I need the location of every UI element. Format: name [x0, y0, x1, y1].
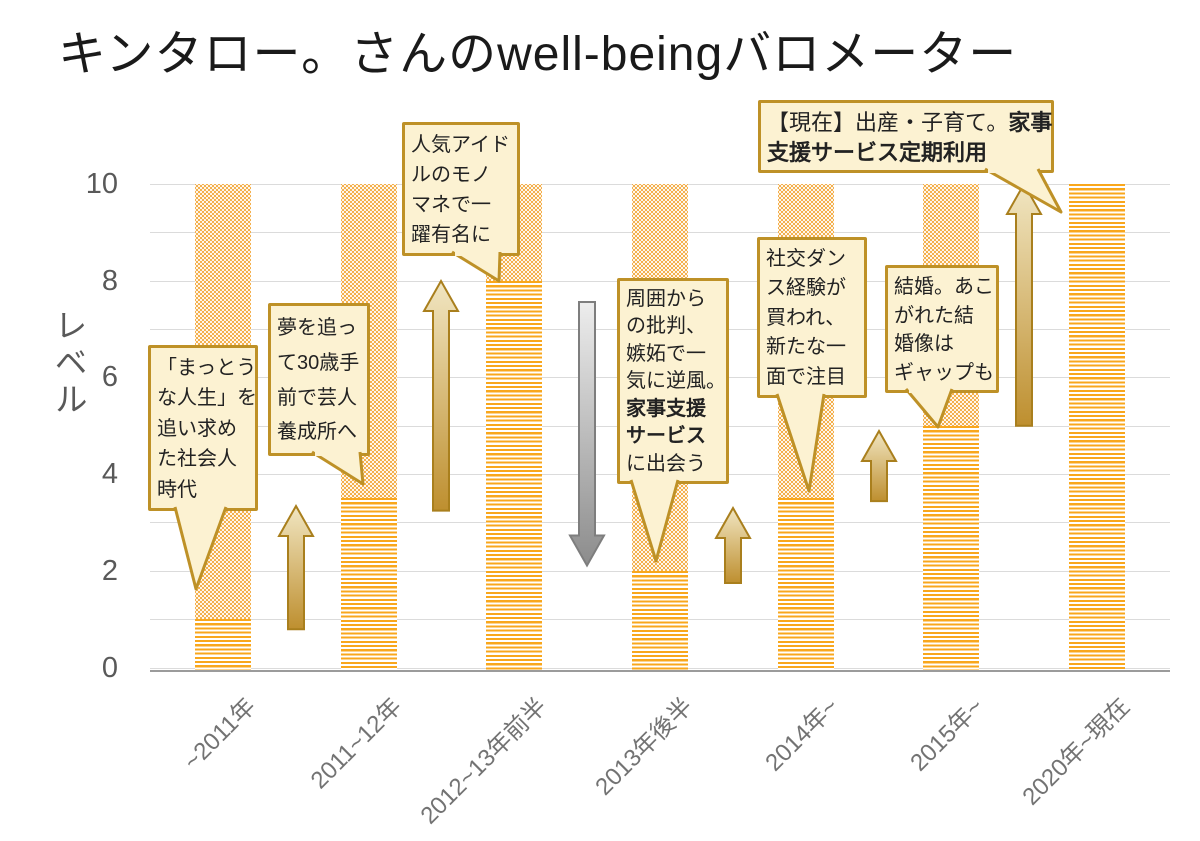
callout-text-line: ルのモノ — [411, 164, 491, 186]
callout-text-line: て30歳手 — [277, 351, 360, 374]
bar-value-striped — [340, 498, 397, 670]
y-tick-label: 8 — [101, 264, 118, 297]
x-category-label: ~2011年 — [178, 692, 261, 776]
callout-text-line: ス経験が — [766, 277, 846, 300]
bar-value-striped — [777, 498, 834, 670]
callout-text-line: 嫉妬で一 — [626, 342, 706, 365]
callout-shakou-dance: 社交ダンス経験が買われ、新たな一面で注目 — [757, 237, 867, 398]
y-tick-label: 2 — [101, 554, 118, 587]
bar-value-striped — [632, 570, 688, 670]
callout-text-line: 前で芸人 — [277, 386, 357, 409]
callout-text-line: 周囲から — [626, 288, 706, 310]
bar-value-striped — [1069, 184, 1126, 670]
bar-value-striped — [486, 280, 543, 670]
callout-monomane-breakout: 人気アイドルのモノマネで一躍有名に — [402, 122, 520, 256]
up-trend-arrow-icon — [859, 428, 898, 502]
down-trend-arrow-icon — [568, 301, 606, 568]
callout-text-line: サービス — [626, 425, 706, 448]
up-trend-arrow-icon — [1005, 181, 1043, 427]
callout-text-line: 家事支援 — [626, 397, 706, 420]
callout-text-line: 買われ、 — [766, 306, 846, 329]
callout-text-line: 人気アイド — [411, 134, 510, 156]
callout-text-line: 面で注目 — [766, 365, 846, 388]
callout-text-line: 夢を追っ — [277, 317, 357, 339]
callout-text-line: な人生」を — [157, 387, 257, 410]
callout-text-line: た社会人 — [157, 448, 237, 471]
y-tick-label: 4 — [101, 458, 118, 491]
y-tick-label: 6 — [101, 361, 118, 394]
callout-text-line: 支援サービス定期利用 — [767, 139, 988, 165]
callout-text-line: 躍有名に — [411, 224, 491, 246]
callout-text-line: がれた結 — [894, 304, 974, 327]
callout-geinin-yoseijo: 夢を追って30歳手前で芸人養成所へ — [268, 303, 370, 456]
bar-value-striped — [923, 425, 980, 670]
callout-genzai: 【現在】出産・子育て。家事 支援サービス定期利用 — [758, 100, 1054, 173]
callout-text-line: 気に逆風。 — [626, 370, 726, 393]
up-trend-arrow-icon — [422, 278, 461, 512]
callout-text-line: 「まっとう — [157, 357, 257, 379]
callout-text-line: 養成所へ — [277, 421, 357, 444]
callout-text-line: 社交ダン — [766, 248, 846, 270]
y-axis-title: レベル — [50, 308, 87, 419]
callout-text-line: 婚像は — [894, 333, 954, 355]
callout-text-line: の批判、 — [626, 315, 706, 338]
callout-text-line: 追い求め — [157, 417, 237, 440]
callout-kekkon: 結婚。あこがれた結婚像はギャップも — [885, 265, 999, 393]
callout-text-line: 【現在】出産・子育て。家事 — [767, 110, 1053, 135]
chart-title: キンタロー。さんのwell-beingバロメーター — [58, 28, 1018, 81]
up-trend-arrow-icon — [714, 505, 752, 584]
callout-text-line: 新たな一 — [766, 336, 846, 359]
y-tick-label: 10 — [85, 168, 118, 200]
callout-text-line: ギャップも — [894, 361, 994, 384]
callout-text-line: に出会う — [626, 452, 706, 475]
callout-text-line: 結婚。あこ — [894, 276, 994, 298]
x-axis-line — [150, 669, 1170, 672]
bar-value-striped — [194, 619, 251, 670]
callout-text-line: 時代 — [157, 478, 197, 501]
callout-gyakufu-kaji-service: 周囲からの批判、嫉妬で一気に逆風。家事支援サービスに出会う — [617, 278, 729, 484]
callout-shakaijin-era: 「まっとうな人生」を追い求めた社会人時代 — [148, 345, 258, 511]
y-tick-label: 0 — [101, 651, 118, 684]
callout-text-line: マネで一 — [411, 194, 491, 216]
